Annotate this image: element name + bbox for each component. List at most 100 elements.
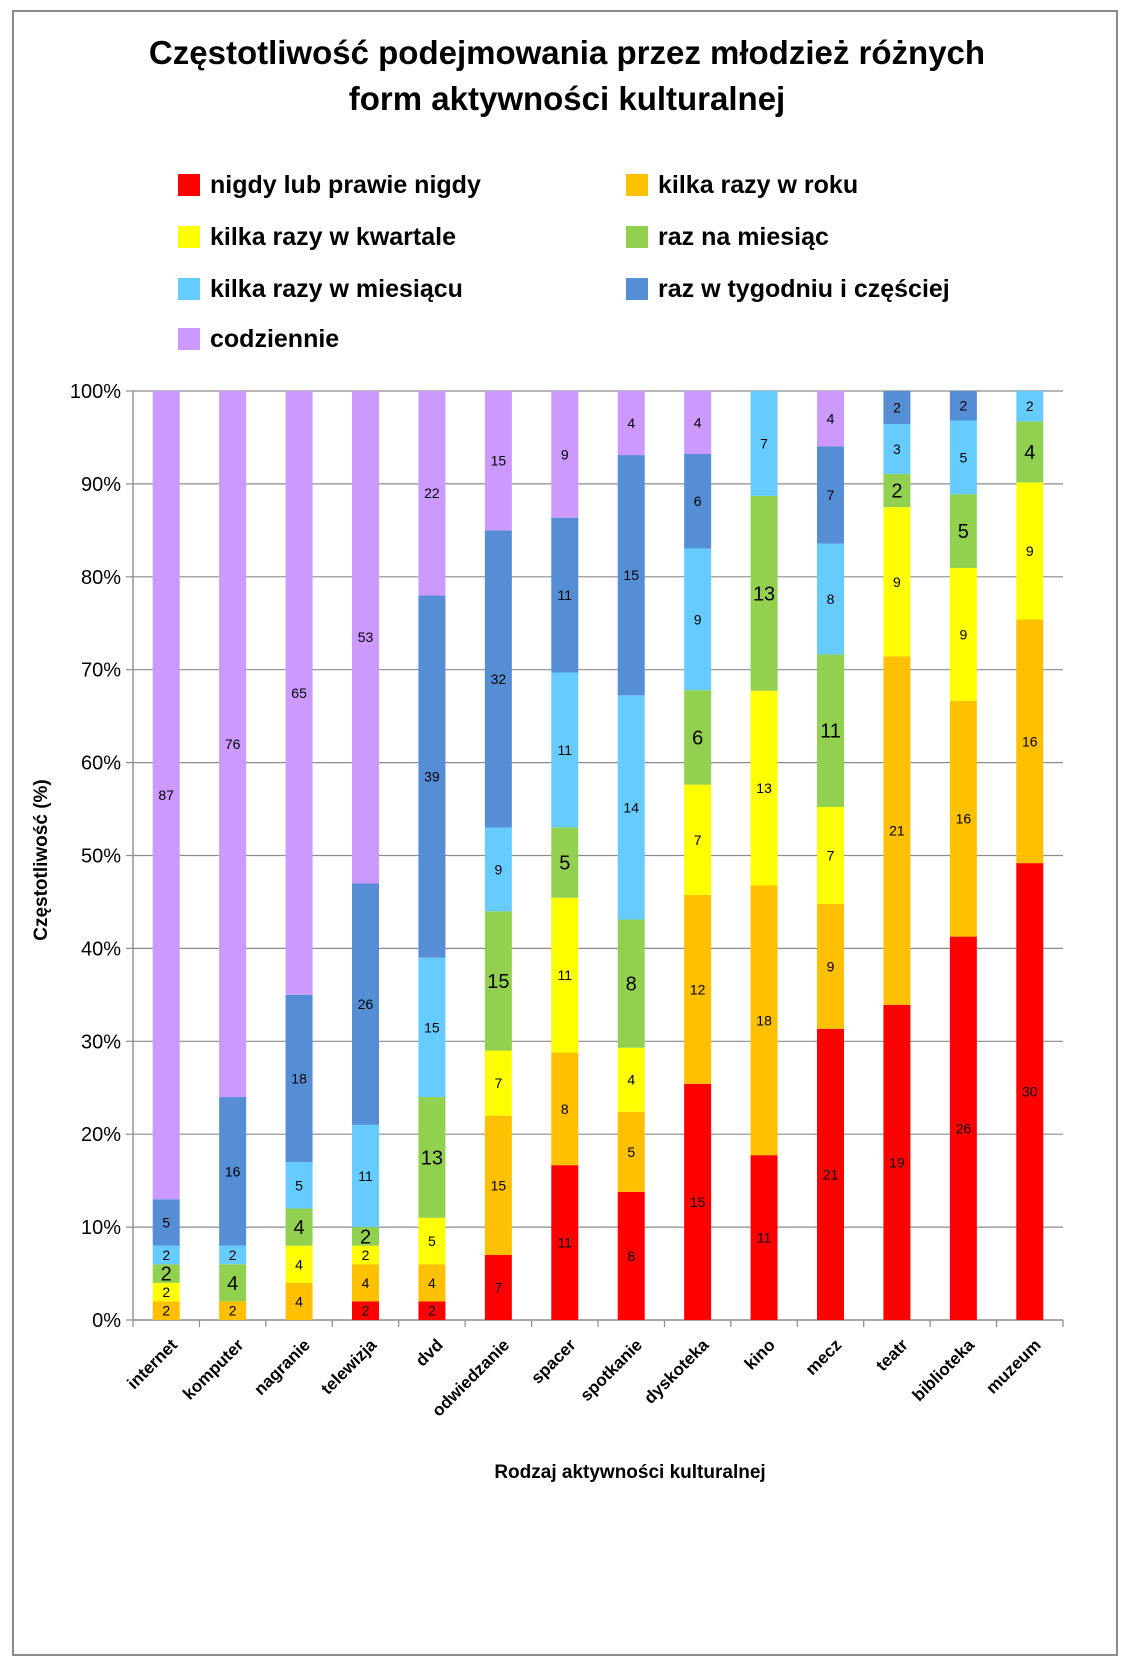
data-label: 16 [225,1163,241,1179]
bar-segment [285,391,313,995]
legend-swatch [626,278,648,300]
data-label: 4 [627,415,635,431]
data-label: 11 [757,1230,772,1246]
data-label: 15 [491,453,507,469]
legend-label: nigdy lub prawie nigdy [210,170,481,199]
bar-segment [750,690,778,886]
bar-segment [551,897,579,1053]
data-label: 7 [694,832,702,848]
bar-segment [883,507,911,657]
data-label: 2 [362,1247,370,1263]
bar-segment [750,495,778,691]
data-label: 4 [1024,442,1035,464]
data-label: 2 [162,1247,170,1263]
data-label: 2 [162,1303,170,1319]
bar-segment [352,391,379,884]
data-label: 5 [428,1233,436,1249]
bar-segment [418,595,446,958]
bar-segment [949,391,977,421]
data-label: 15 [487,971,509,993]
bar-segment [484,530,512,828]
data-label: 3 [893,441,901,457]
data-label: 2 [161,1264,172,1286]
data-label: 4 [294,1217,305,1239]
bar-segment [684,894,712,1084]
data-label: 9 [827,958,835,974]
legend-item-kilka-razy-w-roku: kilka razy w roku [626,170,858,200]
data-label: 7 [827,848,835,864]
legend-swatch [626,174,648,196]
data-label: 2 [891,481,902,503]
data-label: 21 [823,1166,839,1182]
bar-segment [219,1245,247,1265]
data-label: 2 [428,1303,436,1319]
bar-segment [219,391,247,1098]
data-label: 15 [424,1019,440,1035]
data-label: 53 [358,629,374,645]
bar-segment [750,1155,778,1320]
data-label: 8 [627,1248,635,1264]
bar-segment [285,1282,313,1320]
data-label: 22 [424,485,440,501]
bar-segment [617,1191,645,1320]
bar-segment [152,1245,180,1265]
legend-swatch [178,328,200,350]
data-label: 9 [893,574,901,590]
bar-segment [617,1111,645,1192]
data-label: 2 [959,398,967,414]
data-label: 5 [959,449,967,465]
bar-segment [684,1083,712,1320]
bar-segment [949,420,977,495]
bar-segment [352,1301,379,1320]
bar-segment [817,806,844,905]
bar-segment [1016,421,1044,483]
bar-segment [484,1254,512,1320]
data-label: 5 [559,853,570,875]
legend-item-kilka-razy-w-miesiacu: kilka razy w miesiącu [178,274,463,304]
x-axis-label: Rodzaj aktywności kulturalnej [494,1462,766,1483]
legend-label: codziennie [210,324,340,353]
legend-label: kilka razy w kwartale [210,222,456,251]
bar-segment [352,1124,379,1228]
bar-segment [883,656,911,1005]
data-label: 9 [694,611,702,627]
x-tick-label: muzeum [982,1335,1044,1397]
x-tick-label: mecz [802,1335,846,1379]
data-label: 13 [753,583,775,605]
x-tick-label: komputer [179,1335,247,1403]
data-label: 7 [760,435,768,451]
x-tick-label: kino [741,1335,779,1373]
x-tick-label: teatr [872,1335,912,1375]
legend-swatch [626,226,648,248]
data-label: 30 [1022,1084,1038,1100]
x-tick-label: telewizja [317,1335,380,1398]
chart-title-line-1: Częstotliwość podejmowania przez młodzie… [148,34,986,71]
bar-segment [418,957,446,1098]
data-label: 13 [421,1147,443,1169]
bar-segment [152,1301,180,1320]
y-tick-label: 40% [81,938,121,960]
data-label: 7 [494,1075,502,1091]
data-label: 11 [820,721,841,743]
data-label: 4 [295,1293,303,1309]
chart-title-line-2: form aktywności kulturalnej [348,80,786,117]
bar-segment [219,1264,247,1302]
data-label: 15 [491,1177,507,1193]
bar-segment [219,1301,247,1320]
data-label: 16 [956,811,972,827]
bar-segment [219,1097,247,1246]
bar-segment [484,1115,512,1255]
data-label: 6 [692,727,703,749]
data-label: 9 [1026,543,1034,559]
bar-segment [617,919,645,1048]
y-tick-label: 50% [81,846,121,868]
data-label: 2 [162,1284,170,1300]
bar-segment [883,473,911,508]
data-label: 65 [291,685,307,701]
data-label: 4 [694,414,702,430]
data-label: 4 [362,1275,370,1291]
data-label: 87 [158,787,174,803]
bar-segment [418,1301,446,1320]
bar-segment [484,391,512,531]
data-label: 8 [561,1101,569,1117]
